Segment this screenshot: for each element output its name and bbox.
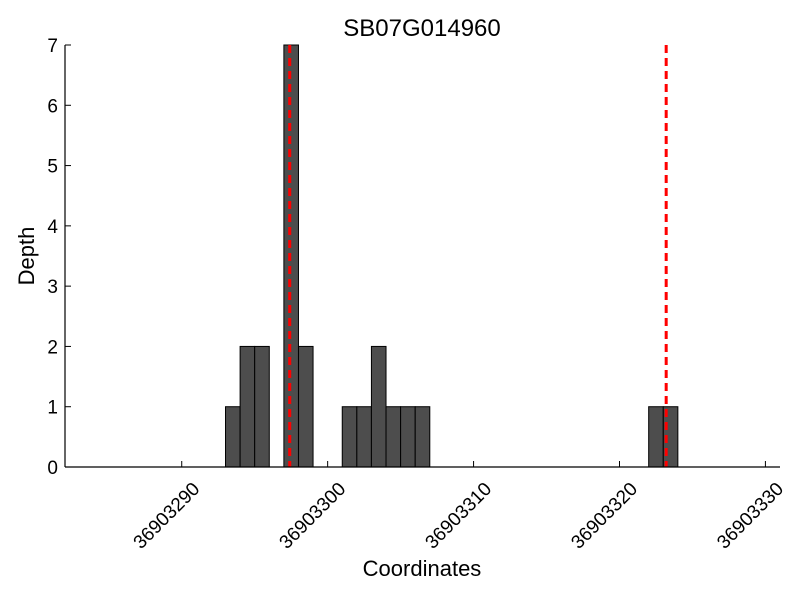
histogram-bar	[239, 345, 256, 468]
histogram-bar	[414, 406, 431, 468]
y-axis-label: Depth	[14, 227, 39, 286]
histogram-bar	[648, 406, 664, 468]
histogram-bar	[254, 345, 270, 468]
bars-layer	[225, 44, 679, 468]
y-tick-label: 7	[47, 36, 58, 57]
axes-layer	[64, 45, 780, 468]
y-tick-label: 2	[47, 337, 58, 358]
y-tick-label: 6	[47, 96, 58, 117]
chart-title: SB07G014960	[343, 15, 500, 42]
histogram-bar	[297, 345, 314, 468]
y-tick-label: 1	[47, 398, 58, 419]
histogram-bar	[225, 406, 241, 468]
x-tick-label: 36903330	[713, 479, 788, 554]
ticks-layer: 0 1 2 3 4 5 6 7 36903290 36903300 36903310 36903320…	[47, 36, 788, 553]
x-tick-label: 36903320	[567, 479, 642, 554]
markers-layer	[288, 45, 668, 467]
y-tick-label: 5	[47, 157, 58, 178]
y-tick-label: 3	[47, 277, 58, 298]
histogram-bar	[356, 406, 372, 468]
y-tick-label: 0	[47, 458, 58, 479]
x-axis-label: Coordinates	[363, 556, 482, 581]
y-tick-label: 4	[47, 217, 58, 238]
histogram-bar	[341, 406, 358, 468]
histogram-bar	[400, 406, 416, 468]
x-tick-label: 36903310	[422, 479, 497, 554]
x-tick-label: 36903300	[276, 479, 351, 554]
histogram-bar	[385, 406, 402, 468]
histogram-bar	[370, 345, 387, 468]
x-tick-label: 36903290	[130, 479, 205, 554]
